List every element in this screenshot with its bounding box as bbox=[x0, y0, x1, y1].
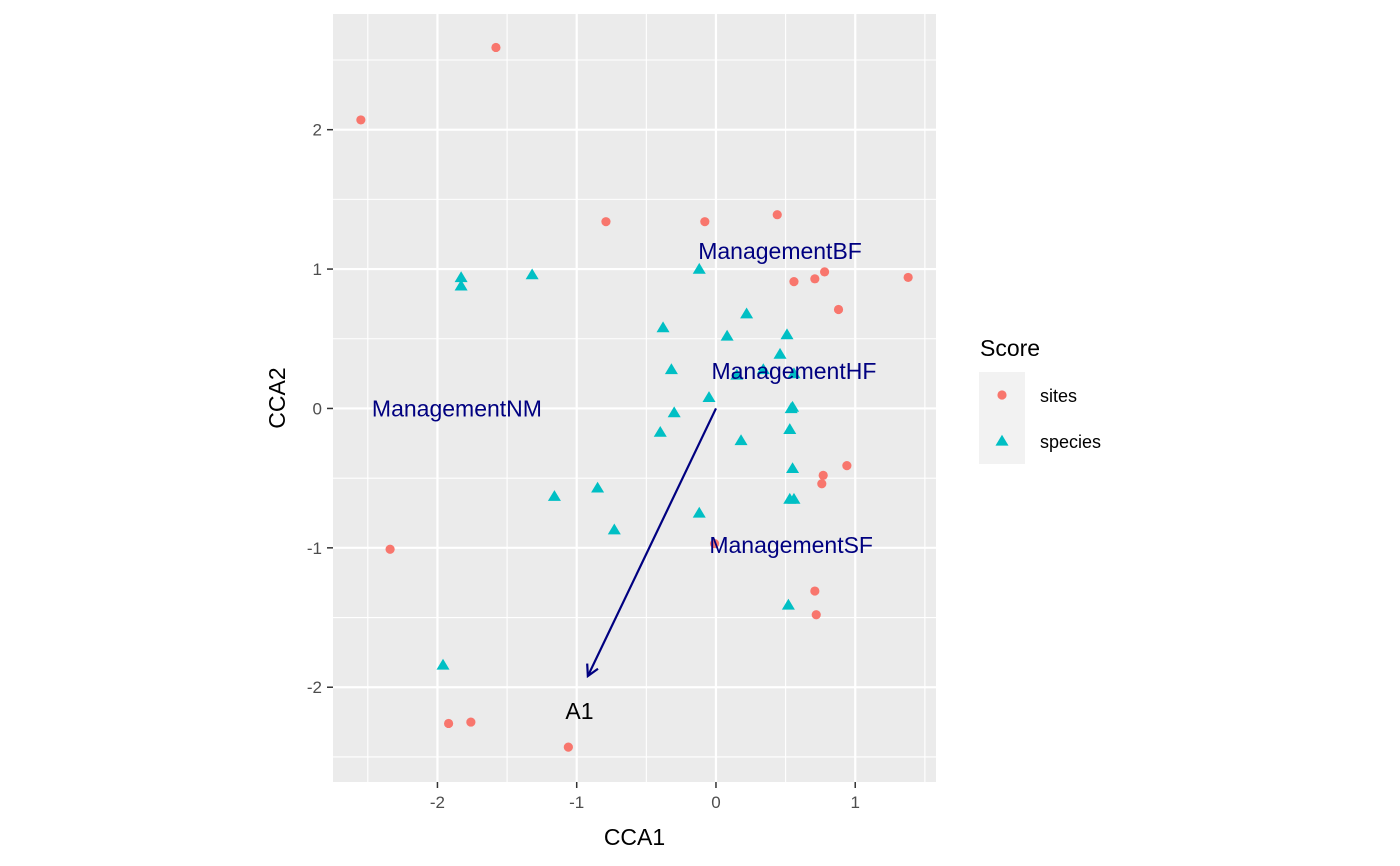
biplot-arrows: A1 bbox=[565, 407, 717, 724]
site-point bbox=[903, 272, 913, 283]
site-point bbox=[817, 479, 827, 489]
x-tick-label: 0 bbox=[711, 793, 720, 812]
x-tick-label: 1 bbox=[850, 793, 859, 812]
x-tick-label: -2 bbox=[430, 793, 445, 812]
site-point bbox=[810, 586, 820, 596]
species-point bbox=[525, 268, 539, 280]
species-point bbox=[780, 328, 794, 340]
site-point bbox=[842, 461, 852, 471]
site-point bbox=[810, 274, 820, 284]
species-point bbox=[692, 506, 706, 518]
species-point bbox=[664, 363, 678, 375]
biplot-arrow bbox=[588, 407, 717, 676]
biplot-arrow-label: A1 bbox=[565, 698, 593, 724]
species-point bbox=[786, 462, 800, 474]
site-point bbox=[772, 210, 782, 220]
species-point bbox=[591, 481, 605, 493]
y-tick-label: 1 bbox=[313, 260, 322, 279]
species-point bbox=[786, 400, 800, 412]
x-axis-title: CCA1 bbox=[604, 824, 665, 850]
legend: Score sites species bbox=[979, 335, 1101, 464]
site-point bbox=[700, 217, 710, 227]
species-point bbox=[454, 271, 468, 283]
species-point bbox=[436, 658, 450, 670]
legend-title: Score bbox=[980, 335, 1040, 361]
y-tick-label: -2 bbox=[307, 678, 322, 697]
y-axis-title: CCA2 bbox=[264, 367, 290, 428]
data-points bbox=[356, 42, 913, 752]
centroid-label: ManagementNM bbox=[372, 395, 542, 421]
x-tick-label: -1 bbox=[569, 793, 584, 812]
species-point bbox=[692, 262, 706, 274]
legend-key-symbol bbox=[995, 434, 1009, 446]
species-point bbox=[667, 406, 681, 418]
y-tick-label: 2 bbox=[313, 121, 322, 140]
centroid-labels: ManagementBF ManagementHF ManagementNM Mana… bbox=[372, 238, 876, 558]
y-axis: -2 -1 0 1 2 bbox=[307, 121, 333, 697]
y-tick-label: -1 bbox=[307, 539, 322, 558]
site-point bbox=[789, 277, 799, 287]
y-tick-label: 0 bbox=[313, 399, 322, 418]
site-point bbox=[833, 304, 844, 315]
legend-label: sites bbox=[1040, 386, 1077, 406]
site-point bbox=[491, 42, 501, 53]
species-point bbox=[783, 423, 797, 435]
site-point bbox=[563, 742, 573, 752]
plot-panel bbox=[333, 14, 936, 782]
species-point bbox=[607, 523, 621, 535]
site-point bbox=[443, 718, 454, 729]
species-point bbox=[547, 490, 561, 501]
grid-lines bbox=[333, 14, 936, 782]
centroid-label: ManagementSF bbox=[709, 532, 873, 558]
species-point bbox=[787, 492, 801, 504]
species-point bbox=[720, 329, 734, 341]
centroid-label: ManagementBF bbox=[698, 238, 862, 264]
legend-label: species bbox=[1040, 432, 1101, 452]
site-point bbox=[818, 470, 828, 480]
site-point bbox=[709, 539, 720, 549]
site-point bbox=[385, 544, 395, 554]
species-point bbox=[781, 598, 795, 610]
centroid-label: ManagementHF bbox=[711, 358, 876, 384]
species-point bbox=[773, 347, 787, 359]
site-point bbox=[466, 717, 476, 727]
site-point bbox=[819, 267, 830, 277]
site-point bbox=[601, 217, 611, 227]
species-point bbox=[653, 425, 667, 437]
site-point bbox=[811, 610, 821, 620]
species-point bbox=[730, 368, 744, 380]
species-point bbox=[702, 391, 716, 402]
legend-key-symbol bbox=[997, 390, 1007, 400]
species-point bbox=[787, 367, 801, 379]
x-axis: -2 -1 0 1 bbox=[430, 782, 860, 812]
species-point bbox=[734, 434, 748, 446]
species-point bbox=[454, 279, 468, 291]
site-point bbox=[356, 115, 366, 125]
species-point bbox=[756, 363, 770, 375]
species-point bbox=[656, 321, 670, 333]
species-point bbox=[740, 307, 754, 319]
